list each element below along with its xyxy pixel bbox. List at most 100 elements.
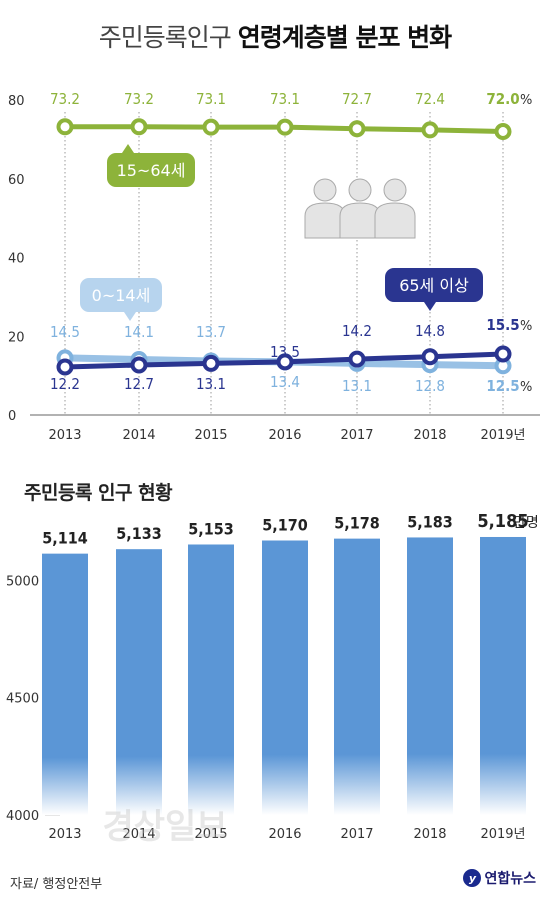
x-tick-label: 2018 <box>413 428 446 443</box>
legend-label: 0~14세 <box>92 286 151 305</box>
bar-value-label: 5,178 <box>334 514 380 533</box>
bar <box>480 536 526 815</box>
data-point <box>348 350 366 368</box>
data-point <box>56 358 74 376</box>
bar-x-tick-label: 2019년 <box>480 827 525 842</box>
data-point <box>494 123 512 140</box>
x-tick-label: 2014 <box>122 428 155 443</box>
bar-x-tick-label: 2015 <box>194 827 227 842</box>
title-light: 주민등록인구 <box>98 23 232 52</box>
x-tick-label: 2017 <box>340 428 373 443</box>
data-point <box>276 353 294 371</box>
legend-label: 15~64세 <box>117 161 186 180</box>
data-label: 13.1 <box>196 375 226 393</box>
bar-value-label: 5,183 <box>407 512 453 531</box>
legend-callout-tail <box>124 312 136 321</box>
person-body-icon <box>304 202 346 239</box>
data-point <box>56 118 74 136</box>
data-label: 15.5 <box>486 316 519 334</box>
data-label: 72.4 <box>415 90 445 108</box>
bar-x-tick-label: 2013 <box>48 827 81 842</box>
person-head-icon <box>313 178 337 202</box>
x-tick-label: 2013 <box>48 428 81 443</box>
legend-callout <box>385 268 483 302</box>
legend-callout <box>107 153 195 187</box>
bar-y-tick-label: 4500 <box>6 692 39 707</box>
bar <box>334 538 380 815</box>
publisher-logo: y 연합뉴스 <box>463 868 536 888</box>
data-label: 73.1 <box>196 90 226 108</box>
bar <box>188 544 234 815</box>
data-label: 72.7 <box>342 90 372 108</box>
unit-label: % <box>520 93 532 108</box>
data-label: 73.1 <box>270 90 300 108</box>
bar-value-label: 5,153 <box>188 519 234 538</box>
bar-x-tick-label: 2017 <box>340 827 373 842</box>
data-label: 14.5 <box>50 323 80 341</box>
bar-x-tick-label: 2016 <box>268 827 301 842</box>
data-point <box>276 118 294 136</box>
bar-value-label: 5,170 <box>262 516 308 535</box>
title-bold: 연령계층별 분포 변화 <box>237 23 452 52</box>
data-point <box>494 345 512 363</box>
unit-label: % <box>520 380 532 395</box>
bar <box>262 540 308 815</box>
legend-callout-tail <box>424 302 436 311</box>
data-label: 12.7 <box>124 375 154 393</box>
bar-value-label: 5,185 <box>477 511 528 532</box>
legend-callout-tail <box>122 144 134 153</box>
data-label: 14.2 <box>342 322 372 340</box>
data-label: 13.7 <box>196 323 226 341</box>
data-point <box>130 118 148 136</box>
data-label: 12.8 <box>415 377 445 395</box>
data-label: 73.2 <box>50 90 80 108</box>
watermark: 경상일보 <box>102 807 227 847</box>
bar-y-tick-label: 5000 <box>6 574 39 589</box>
data-label: 13.5 <box>270 343 300 361</box>
bar-chart-title: 주민등록 인구 현황 <box>24 482 173 504</box>
x-tick-label: 2016 <box>268 428 301 443</box>
data-point <box>348 120 366 138</box>
data-point <box>130 356 148 374</box>
data-label: 12.2 <box>50 375 80 393</box>
data-point <box>421 121 439 139</box>
data-label: 73.2 <box>124 90 154 108</box>
person-head-icon <box>348 178 372 202</box>
bar <box>407 537 453 815</box>
logo-mark-icon: y <box>463 869 482 887</box>
bar-value-label: 5,133 <box>116 524 162 543</box>
person-body-icon <box>339 202 381 239</box>
person-body-icon <box>374 202 416 239</box>
data-label: 13.4 <box>270 373 300 391</box>
y-tick-label: 0 <box>8 409 16 424</box>
chart-title: 주민등록인구 연령계층별 분포 변화 <box>0 18 550 54</box>
data-label: 13.1 <box>342 377 372 395</box>
person-head-icon <box>383 178 407 202</box>
y-tick-label: 40 <box>8 252 25 267</box>
data-label: 72.0 <box>486 90 519 108</box>
logo-text: 연합뉴스 <box>484 871 536 887</box>
data-label: 14.8 <box>415 322 445 340</box>
source-note: 자료/ 행정안전부 <box>10 877 103 892</box>
bar-y-tick-label: 4000 <box>6 809 39 824</box>
data-point <box>202 118 220 136</box>
unit-label: % <box>520 319 532 334</box>
legend-label: 65세 이상 <box>399 276 469 295</box>
data-point <box>421 348 439 366</box>
y-tick-label: 60 <box>8 173 25 188</box>
legend-callout <box>80 278 162 312</box>
y-tick-label: 80 <box>8 94 25 109</box>
bar-unit-label: 만명 <box>513 515 539 531</box>
bar-value-label: 5,114 <box>42 529 88 548</box>
data-label: 12.5 <box>486 377 519 395</box>
x-tick-label: 2015 <box>194 428 227 443</box>
bar <box>116 549 162 815</box>
x-tick-label: 2019년 <box>480 428 525 443</box>
bar-x-tick-label: 2018 <box>413 827 446 842</box>
bar-x-tick-label: 2014 <box>122 827 155 842</box>
data-point <box>202 354 220 372</box>
y-tick-label: 20 <box>8 330 25 345</box>
data-label: 14.1 <box>124 323 154 341</box>
bar <box>42 553 88 815</box>
